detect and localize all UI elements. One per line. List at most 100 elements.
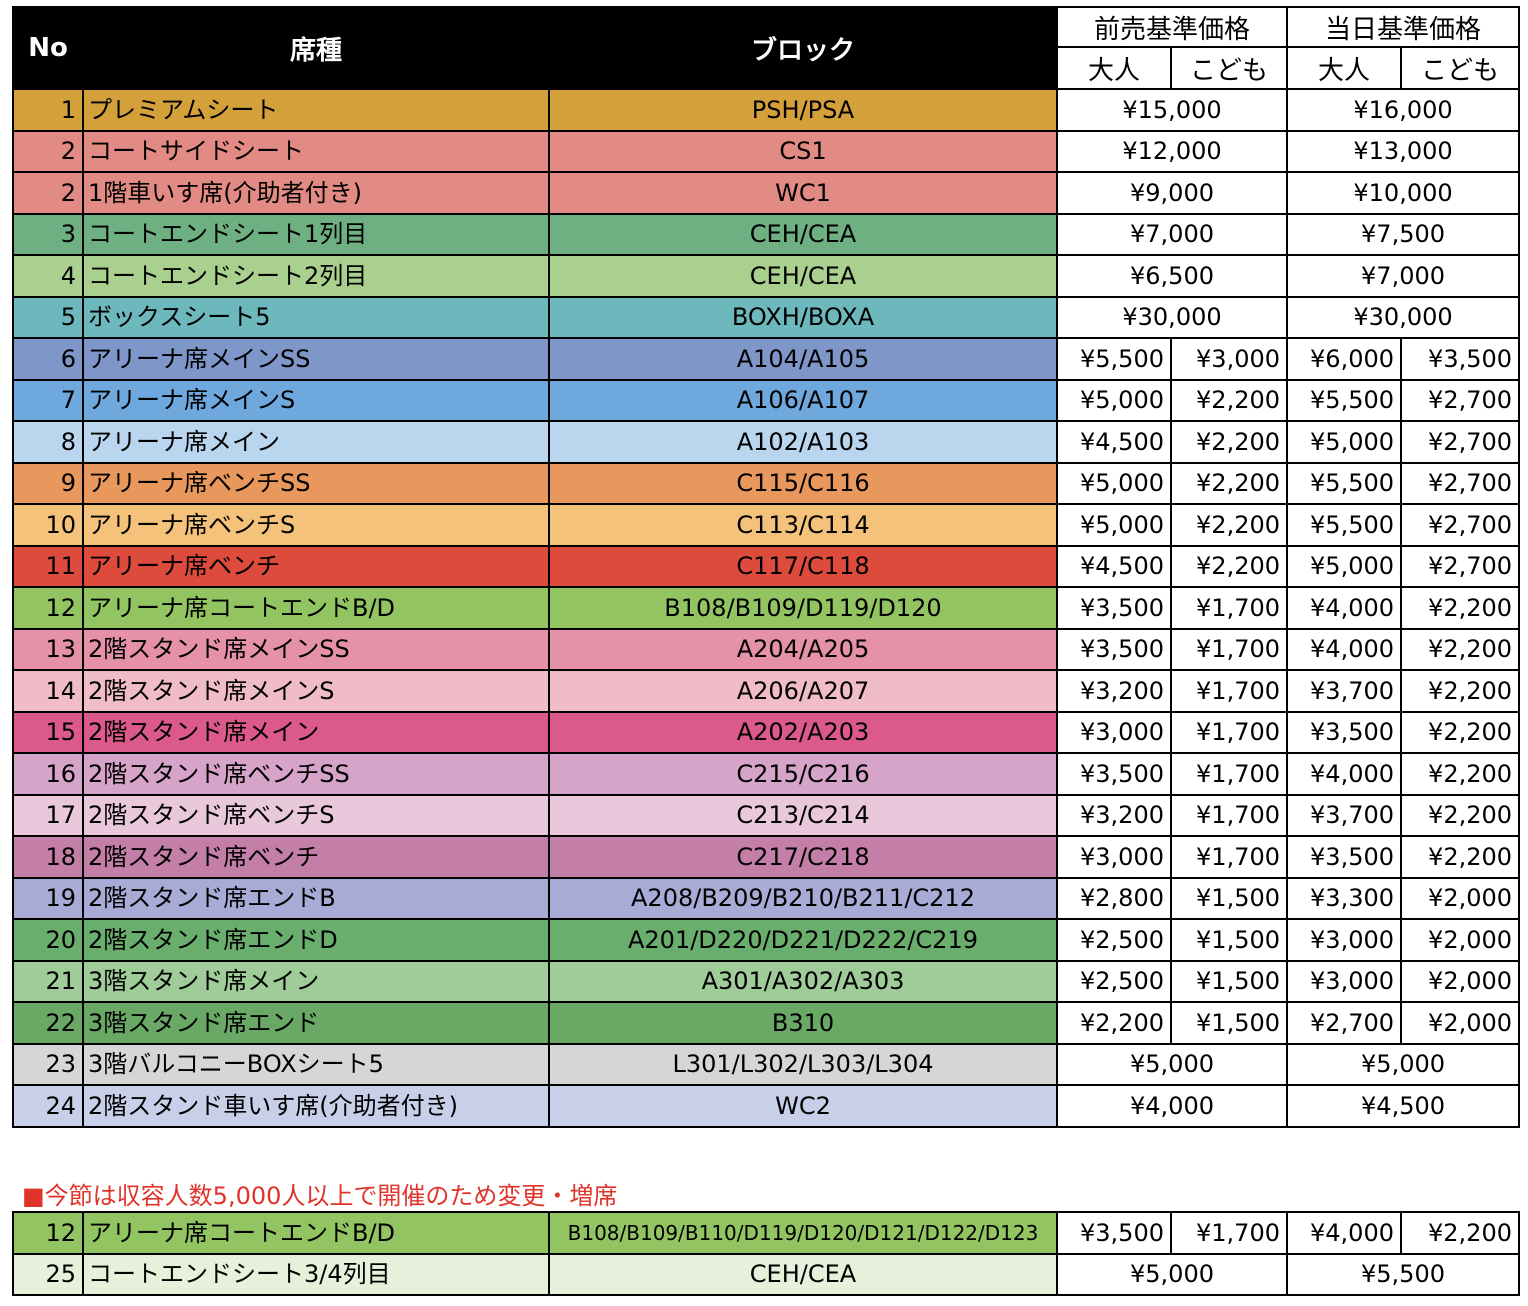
presale-child-price: ¥1,700 (1169, 835, 1289, 879)
table-row: 1 プレミアムシート PSH/PSA ¥15,000 ¥16,000 (12, 88, 1521, 132)
row-number: 13 (12, 627, 84, 671)
seat-type: アリーナ席ベンチS (82, 503, 550, 547)
sameday-child-price: ¥2,000 (1400, 876, 1521, 920)
presale-adult-price: ¥3,000 (1056, 835, 1172, 879)
block-code: CEH/CEA (548, 254, 1058, 298)
seat-type: 2階スタンド車いす席(介助者付き) (82, 1084, 550, 1128)
presale-child-price: ¥2,200 (1169, 420, 1289, 464)
price-table-body: 1 プレミアムシート PSH/PSA ¥15,000 ¥16,000 2 コートサイドシート… (12, 88, 1521, 1128)
table-row: 20 2階スタンド席エンドD A201/D220/D221/D222/C219 ¥2,… (12, 918, 1521, 962)
sameday-child-price: ¥2,200 (1400, 793, 1521, 837)
presale-adult-price: ¥5,000 (1056, 378, 1172, 422)
table-row: 8 アリーナ席メイン A102/A103 ¥4,500 ¥2,200 ¥5,000 ¥2,7… (12, 420, 1521, 464)
block-code: A301/A302/A303 (548, 959, 1058, 1003)
presale-child-price: ¥2,200 (1169, 503, 1289, 547)
table-row: 14 2階スタンド席メインS A206/A207 ¥3,200 ¥1,700 ¥3,700… (12, 669, 1521, 713)
presale-adult-price: ¥3,000 (1056, 710, 1172, 754)
header-presale-adult: 大人 (1056, 46, 1172, 90)
block-code: A104/A105 (548, 337, 1058, 381)
presale-child-price: ¥1,500 (1169, 1001, 1289, 1045)
sameday-child-price: ¥2,700 (1400, 420, 1521, 464)
presale-adult-price: ¥2,500 (1056, 918, 1172, 962)
block-code: A208/B209/B210/B211/C212 (548, 876, 1058, 920)
sameday-price: ¥5,000 (1286, 1042, 1521, 1086)
sameday-child-price: ¥2,700 (1400, 461, 1521, 505)
seat-type: 2階スタンド席エンドD (82, 918, 550, 962)
presale-child-price: ¥1,700 (1169, 669, 1289, 713)
seat-type: アリーナ席メインSS (82, 337, 550, 381)
presale-adult-price: ¥4,500 (1056, 544, 1172, 588)
seat-type: 2階スタンド席メインSS (82, 627, 550, 671)
sameday-child-price: ¥2,000 (1400, 1001, 1521, 1045)
table-row: 18 2階スタンド席ベンチ C217/C218 ¥3,000 ¥1,700 ¥3,500 ¥… (12, 835, 1521, 879)
seat-type: 1階車いす席(介助者付き) (82, 171, 550, 215)
block-code: WC2 (548, 1084, 1058, 1128)
row-number: 15 (12, 710, 84, 754)
block-code: C115/C116 (548, 461, 1058, 505)
sameday-child-price: ¥2,700 (1400, 378, 1521, 422)
sameday-child-price: ¥2,200 (1400, 710, 1521, 754)
sameday-price: ¥4,500 (1286, 1084, 1521, 1128)
presale-child-price: ¥2,200 (1169, 378, 1289, 422)
sameday-price: ¥30,000 (1286, 295, 1521, 339)
presale-child-price: ¥1,700 (1169, 793, 1289, 837)
row-number: 18 (12, 835, 84, 879)
block-code: PSH/PSA (548, 88, 1058, 132)
presale-child-price: ¥2,200 (1169, 461, 1289, 505)
presale-price: ¥6,500 (1055, 254, 1289, 298)
block-code: A201/D220/D221/D222/C219 (548, 918, 1058, 962)
seat-type: アリーナ席コートエンドB/D (82, 586, 550, 630)
presale-adult-price: ¥2,200 (1056, 1001, 1172, 1045)
table-row: 7 アリーナ席メインS A106/A107 ¥5,000 ¥2,200 ¥5,500 ¥2,… (12, 378, 1521, 422)
sameday-child-price: ¥2,200 (1400, 586, 1521, 630)
sameday-adult-price: ¥5,500 (1286, 461, 1403, 505)
presale-child-price: ¥1,700 (1169, 752, 1289, 796)
seat-type: コートエンドシート3/4列目 (82, 1252, 550, 1296)
presale-child-price: ¥1,500 (1169, 918, 1289, 962)
row-number: 3 (12, 212, 84, 256)
header-sameday-child: こども (1400, 46, 1521, 90)
table-row: 17 2階スタンド席ベンチS C213/C214 ¥3,200 ¥1,700 ¥3,700… (12, 793, 1521, 837)
sameday-price: ¥13,000 (1286, 129, 1521, 173)
presale-price: ¥7,000 (1055, 212, 1289, 256)
table-row: 16 2階スタンド席ベンチSS C215/C216 ¥3,500 ¥1,700 ¥4,00… (12, 752, 1521, 796)
block-code: CS1 (548, 129, 1058, 173)
sameday-child-price: ¥2,200 (1400, 1211, 1520, 1255)
row-number: 14 (12, 669, 84, 713)
table-row: 3 コートエンドシート1列目 CEH/CEA ¥7,000 ¥7,500 (12, 212, 1521, 256)
seat-type: アリーナ席メインS (82, 378, 550, 422)
presale-child-price: ¥1,500 (1169, 876, 1289, 920)
seat-type: ボックスシート5 (82, 295, 550, 339)
table-row: 11 アリーナ席ベンチ C117/C118 ¥4,500 ¥2,200 ¥5,000 ¥2,… (12, 544, 1521, 588)
block-code: A206/A207 (548, 669, 1058, 713)
extra-price-table: 12 アリーナ席コートエンドB/D B108/B109/B110/D119/D120… (12, 1211, 1520, 1296)
seat-type: コートサイドシート (82, 129, 550, 173)
seat-type: 2階スタンド席ベンチS (82, 793, 550, 837)
sameday-child-price: ¥2,200 (1400, 752, 1521, 796)
block-code: L301/L302/L303/L304 (548, 1042, 1058, 1086)
table-row: 12 アリーナ席コートエンドB/D B108/B109/B110/D119/D120… (12, 1211, 1520, 1255)
seat-type: 3階スタンド席エンド (82, 1001, 550, 1045)
extra-price-table-body: 12 アリーナ席コートエンドB/D B108/B109/B110/D119/D120… (12, 1211, 1520, 1296)
header-presale-child: こども (1169, 46, 1289, 90)
seat-type: 2階スタンド席エンドB (82, 876, 550, 920)
presale-price: ¥30,000 (1055, 295, 1289, 339)
block-code: WC1 (548, 171, 1058, 215)
presale-price: ¥12,000 (1055, 129, 1289, 173)
presale-price: ¥5,000 (1056, 1252, 1288, 1296)
sameday-child-price: ¥3,500 (1400, 337, 1521, 381)
header-no: No (12, 6, 84, 90)
table-row: 19 2階スタンド席エンドB A208/B209/B210/B211/C212 ¥2,… (12, 876, 1521, 920)
seat-type: 3階バルコニーBOXシート5 (82, 1042, 550, 1086)
sameday-adult-price: ¥4,000 (1286, 627, 1403, 671)
presale-adult-price: ¥5,000 (1056, 503, 1172, 547)
presale-adult-price: ¥3,200 (1056, 793, 1172, 837)
row-number: 4 (12, 254, 84, 298)
sameday-adult-price: ¥3,500 (1286, 710, 1403, 754)
sameday-price: ¥7,500 (1286, 212, 1521, 256)
sameday-child-price: ¥2,200 (1400, 835, 1521, 879)
sameday-child-price: ¥2,000 (1400, 918, 1521, 962)
presale-child-price: ¥3,000 (1169, 337, 1289, 381)
table-row: 2 コートサイドシート CS1 ¥12,000 ¥13,000 (12, 129, 1521, 173)
table-row: 21 3階スタンド席メイン A301/A302/A303 ¥2,500 ¥1,500 ¥3… (12, 959, 1521, 1003)
